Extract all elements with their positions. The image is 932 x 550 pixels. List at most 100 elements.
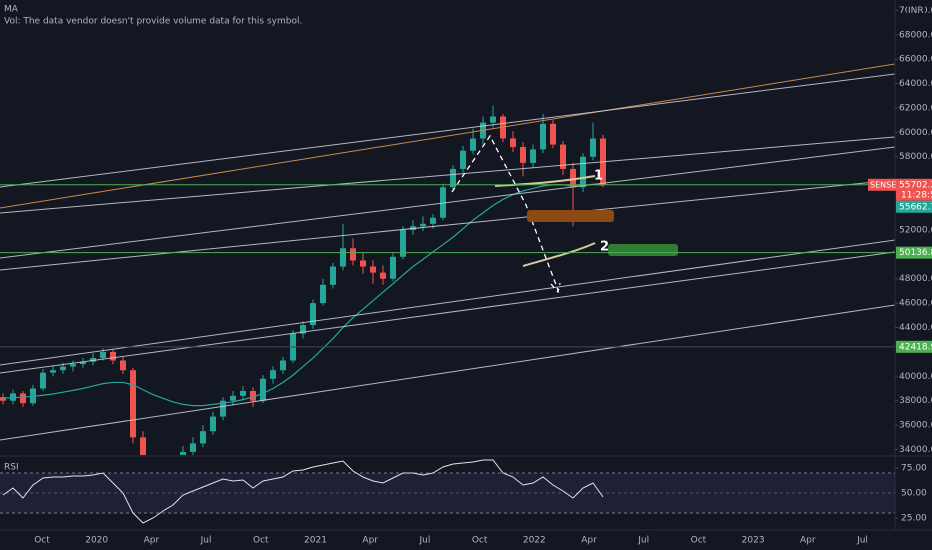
candle-body (320, 284, 326, 304)
candle-body (110, 351, 116, 361)
candle-body (300, 325, 306, 334)
price-label: 50136.81 (899, 248, 932, 258)
trendline (0, 136, 895, 214)
y-tick-label: 40000.00 (899, 372, 932, 382)
candle-body (190, 443, 196, 452)
rsi-tick-label: 75.00 (901, 464, 927, 474)
candle-body (0, 397, 6, 401)
x-tick-label: Apr (581, 536, 597, 546)
candle-body (240, 390, 246, 396)
y-tick-label: 46000.00 (899, 299, 932, 309)
y-tick-label: 58000.00 (899, 152, 932, 162)
x-tick-label: 2021 (304, 536, 327, 546)
candle-body (100, 351, 106, 359)
trendline (0, 304, 895, 441)
candle-body (270, 370, 276, 379)
candle-body (380, 272, 386, 279)
y-tick-label: 64000.00 (899, 79, 932, 89)
x-tick-label: Oct (34, 536, 50, 546)
zone-box (527, 210, 614, 222)
trendline (0, 73, 895, 188)
candle-body (40, 372, 46, 389)
candle-body (520, 146, 526, 163)
currency-badge (907, 5, 925, 16)
x-tick-label: Apr (800, 536, 816, 546)
candle-body (10, 393, 16, 401)
dashed-arrow (451, 134, 561, 294)
candle-body (400, 229, 406, 257)
candle-body (50, 370, 56, 373)
x-tick-label: 2023 (742, 536, 765, 546)
candle-body (340, 248, 346, 267)
candle-body (460, 150, 466, 169)
ma-legend: MA (4, 5, 19, 15)
candle-body (310, 303, 316, 326)
price-label-box (896, 340, 932, 353)
candle-body (140, 437, 146, 455)
trendlines (0, 63, 895, 441)
y-tick-label: 52000.00 (899, 225, 932, 235)
scribble (522, 242, 596, 267)
trendline (0, 251, 895, 374)
scribble (494, 175, 596, 187)
rsi-tick-label: 50.00 (901, 489, 927, 499)
candle-body (390, 256, 396, 279)
candle-body (470, 138, 476, 151)
candle-body (370, 266, 376, 273)
x-tick-label: Jul (418, 536, 430, 546)
candle-body (200, 431, 206, 444)
annotation: 1 (594, 169, 603, 184)
x-tick-label: Oct (253, 536, 269, 546)
trendline (0, 63, 895, 209)
candle-body (490, 116, 496, 123)
y-tick-label: 60000.00 (899, 128, 932, 138)
candle-body (20, 393, 26, 404)
y-tick-label: 48000.00 (899, 274, 932, 284)
last-price-box (896, 178, 932, 201)
candle-body (210, 416, 216, 432)
candle-body (560, 144, 566, 169)
x-tick-label: Oct (691, 536, 707, 546)
x-tick-label: 2020 (85, 536, 108, 546)
candle-body (430, 217, 436, 224)
ma-label: 55662.73 (899, 202, 932, 212)
candle-body (230, 395, 236, 401)
price-label: 42418.96 (899, 342, 932, 352)
y-tick-label: 44000.00 (899, 323, 932, 333)
symbol-label: SENSEX (870, 180, 902, 189)
candle-body (280, 360, 286, 371)
candle-body (550, 123, 556, 145)
y-tick-label: 68000.00 (899, 30, 932, 40)
y-tick-label: 36000.00 (899, 421, 932, 431)
ma-line (2, 183, 604, 407)
candle-body (360, 260, 366, 267)
candle-body (180, 451, 186, 455)
x-tick-label: Jul (200, 536, 212, 546)
candle-body (530, 149, 536, 163)
candle-body (420, 223, 426, 227)
candle-body (80, 361, 86, 365)
x-tick-label: Oct (472, 536, 488, 546)
last-price-label: 55702.23 (899, 180, 932, 190)
candle-body (580, 156, 586, 188)
trendline (0, 179, 895, 271)
y-tick-label: 34000.00 (899, 445, 932, 455)
countdown: 11:28:51 (901, 190, 932, 200)
volume-note: Vol: The data vendor doesn't provide vol… (4, 17, 302, 27)
candle-body (570, 168, 576, 188)
candle-body (130, 370, 136, 438)
x-tick-label: Apr (362, 536, 378, 546)
y-tick-label: 66000.00 (899, 55, 932, 65)
price-label-box (896, 246, 932, 259)
candle-body (510, 138, 516, 147)
price-pane (0, 105, 606, 455)
x-tick-label: Apr (144, 536, 160, 546)
candle-body (90, 358, 96, 362)
annotation: 2 (600, 240, 609, 255)
candle-body (450, 168, 456, 188)
rsi-tick-label: 25.00 (901, 514, 927, 524)
candle-body (60, 366, 66, 371)
y-tick-label: 38000.00 (899, 396, 932, 406)
candle-body (440, 187, 446, 218)
